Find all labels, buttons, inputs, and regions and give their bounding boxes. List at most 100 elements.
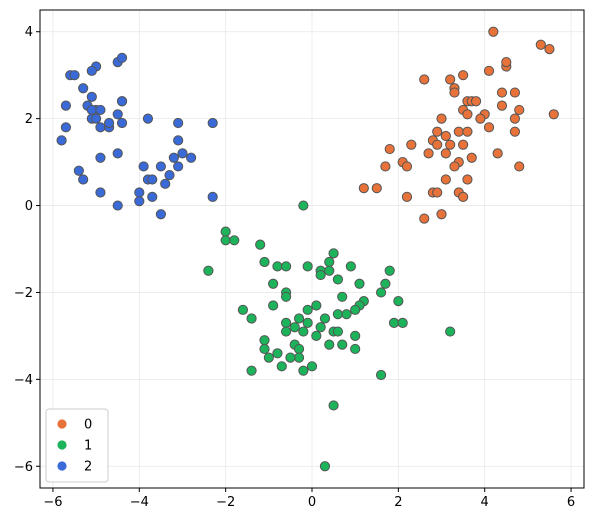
- legend-label: 1: [84, 439, 92, 454]
- data-point: [302, 317, 313, 328]
- legend-marker: [57, 440, 67, 450]
- data-point: [341, 309, 352, 320]
- data-point: [462, 174, 473, 185]
- data-point: [401, 191, 413, 202]
- data-point: [302, 261, 313, 272]
- data-point: [458, 70, 469, 81]
- data-point: [112, 148, 123, 159]
- data-point: [142, 113, 154, 124]
- data-point: [380, 161, 391, 172]
- data-point: [246, 313, 257, 324]
- data-point: [475, 113, 486, 124]
- data-point: [440, 130, 451, 142]
- points-layer: [56, 26, 559, 472]
- ticks-layer: −6 −4 −2 0 2 4 6 −6 −4 −2 0 2 4: [14, 25, 575, 510]
- data-point: [272, 348, 283, 359]
- data-point: [401, 161, 413, 172]
- data-point: [350, 304, 361, 315]
- data-point: [138, 161, 149, 172]
- data-point: [237, 304, 249, 315]
- data-point: [458, 191, 469, 202]
- data-point: [324, 339, 335, 350]
- data-point: [116, 117, 128, 129]
- data-point: [371, 183, 382, 194]
- data-point: [155, 161, 166, 172]
- legend: 0 1 2: [45, 408, 109, 483]
- data-point: [220, 226, 231, 237]
- data-point: [375, 287, 387, 298]
- data-point: [328, 248, 339, 259]
- data-point: [134, 196, 145, 207]
- data-point: [306, 361, 318, 372]
- data-point: [384, 265, 395, 276]
- legend-marker: [57, 419, 67, 429]
- data-point: [350, 330, 361, 342]
- data-point: [78, 83, 89, 94]
- data-point: [483, 65, 495, 76]
- data-point: [116, 52, 128, 63]
- data-point: [173, 117, 184, 129]
- data-point: [445, 74, 456, 85]
- data-point: [544, 44, 555, 55]
- data-point: [375, 369, 387, 381]
- legend-label: 2: [84, 460, 92, 475]
- data-point: [315, 322, 326, 333]
- data-point: [393, 296, 404, 307]
- data-point: [358, 183, 369, 194]
- data-point: [186, 152, 197, 163]
- data-point: [453, 126, 464, 137]
- data-point: [470, 96, 482, 107]
- data-point: [268, 300, 279, 311]
- data-point: [324, 265, 335, 276]
- data-point: [466, 152, 477, 163]
- data-point: [496, 87, 508, 98]
- data-point: [259, 335, 270, 346]
- data-point: [95, 104, 106, 116]
- legend-label: 0: [84, 418, 92, 433]
- data-point: [91, 113, 102, 124]
- data-point: [423, 148, 434, 159]
- data-point: [73, 165, 84, 176]
- data-point: [514, 161, 525, 172]
- data-point: [298, 365, 309, 376]
- data-point: [207, 191, 218, 202]
- y-tick-label: 2: [25, 112, 33, 127]
- x-tick-label: −4: [130, 495, 149, 510]
- data-point: [337, 339, 348, 350]
- data-point: [293, 343, 305, 355]
- data-point: [203, 265, 214, 276]
- data-point: [173, 135, 184, 146]
- data-point: [280, 261, 292, 272]
- series-2: [56, 52, 218, 220]
- data-point: [488, 26, 499, 37]
- data-point: [293, 352, 305, 363]
- data-point: [116, 96, 128, 107]
- data-point: [419, 74, 430, 85]
- data-point: [298, 200, 309, 211]
- data-point: [483, 122, 495, 133]
- data-point: [311, 330, 322, 342]
- data-point: [388, 317, 400, 328]
- y-tick-label: −6: [14, 460, 33, 475]
- data-point: [259, 343, 270, 355]
- data-point: [134, 187, 145, 198]
- data-point: [155, 209, 166, 220]
- data-point: [95, 152, 106, 163]
- data-point: [164, 170, 175, 181]
- legend-marker: [57, 461, 67, 471]
- data-point: [445, 139, 456, 150]
- data-point: [535, 39, 546, 50]
- data-point: [112, 109, 123, 120]
- data-point: [462, 109, 473, 120]
- data-point: [440, 174, 451, 185]
- data-point: [60, 100, 72, 111]
- data-point: [432, 139, 443, 150]
- data-point: [259, 256, 270, 268]
- data-point: [298, 326, 309, 337]
- data-point: [285, 352, 296, 363]
- data-point: [177, 148, 188, 159]
- data-point: [324, 256, 335, 268]
- data-point: [514, 104, 525, 116]
- data-point: [384, 143, 395, 155]
